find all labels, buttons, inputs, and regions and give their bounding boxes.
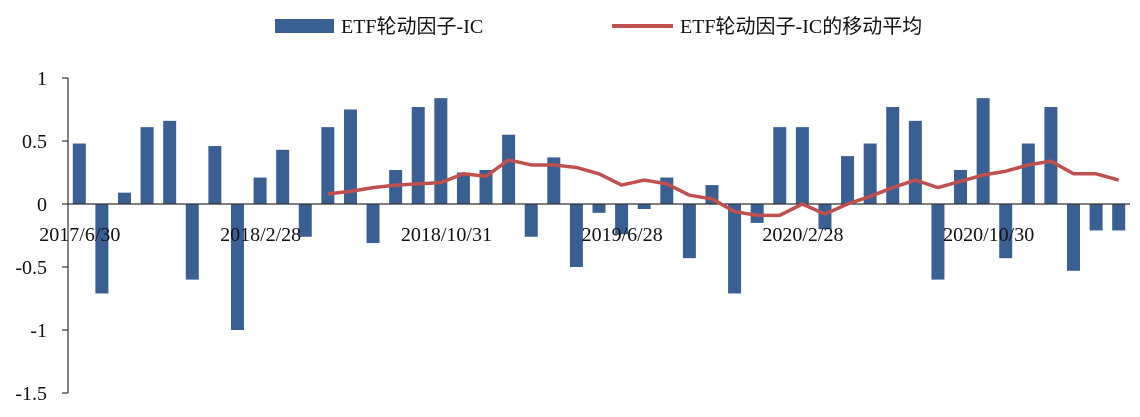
y-tick-label: -1 xyxy=(30,320,47,342)
x-tick-label: 2020/2/28 xyxy=(762,224,843,246)
x-tick-label: 2018/10/31 xyxy=(401,224,492,246)
bar xyxy=(163,120,177,204)
bar xyxy=(1021,143,1035,204)
moving-average-series xyxy=(327,158,1120,218)
legend-label-bar: ETF轮动因子-IC xyxy=(341,15,483,38)
bar xyxy=(230,204,244,330)
legend-swatch-bar xyxy=(275,19,334,33)
y-tick-label: -1.5 xyxy=(15,383,47,405)
y-tick-label: 0.5 xyxy=(22,131,47,153)
bar xyxy=(841,156,855,204)
bar xyxy=(298,204,312,237)
bar xyxy=(140,127,154,204)
bar-series xyxy=(72,98,1126,330)
bar xyxy=(502,134,516,204)
bar xyxy=(95,204,109,294)
y-tick-label: 0 xyxy=(37,194,47,216)
bar xyxy=(818,204,832,230)
bar xyxy=(366,204,380,244)
legend: ETF轮动因子-IC ETF轮动因子-IC的移动平均 xyxy=(275,15,922,38)
bar xyxy=(637,204,651,210)
bar xyxy=(908,120,922,204)
bar xyxy=(682,204,696,259)
bar xyxy=(456,172,470,204)
bar xyxy=(728,204,742,294)
bar xyxy=(253,177,267,204)
x-tick-labels: 2017/6/30 2018/2/28 2018/10/31 2019/6/28 202… xyxy=(39,224,1034,246)
bar xyxy=(773,127,787,204)
bar xyxy=(72,143,86,204)
bar xyxy=(569,204,583,267)
y-tick-label: -0.5 xyxy=(15,257,47,279)
bar xyxy=(117,192,131,204)
bar xyxy=(343,109,357,204)
bar xyxy=(592,204,606,213)
bar xyxy=(999,204,1013,259)
y-tick-label: 1 xyxy=(37,68,47,90)
legend-label-line: ETF轮动因子-IC的移动平均 xyxy=(680,15,922,38)
x-tick-label: 2020/10/30 xyxy=(943,224,1034,246)
bar xyxy=(954,169,968,204)
bar xyxy=(524,204,538,237)
bar xyxy=(479,169,493,204)
bar xyxy=(795,127,809,204)
bar xyxy=(411,106,425,204)
bar xyxy=(863,143,877,204)
bar xyxy=(976,98,990,204)
x-tick-label: 2018/2/28 xyxy=(220,224,301,246)
x-tick-label: 2017/6/30 xyxy=(39,224,120,246)
x-tick-label: 2019/6/28 xyxy=(582,224,663,246)
y-axis: 1 0.5 0 -0.5 -1 -1.5 xyxy=(15,68,69,405)
bar xyxy=(208,146,222,204)
bar xyxy=(389,169,403,204)
bar xyxy=(931,204,945,280)
bar xyxy=(547,157,561,204)
bar xyxy=(1112,204,1126,231)
moving-average-line xyxy=(327,158,1120,218)
bar xyxy=(321,127,335,204)
bar xyxy=(1044,106,1058,204)
bar xyxy=(185,204,199,280)
bar xyxy=(276,149,290,204)
bar xyxy=(615,204,629,235)
bar xyxy=(1067,204,1081,271)
bar xyxy=(434,98,448,204)
bar xyxy=(886,106,900,204)
bar xyxy=(750,204,764,223)
bar xyxy=(1089,204,1103,231)
